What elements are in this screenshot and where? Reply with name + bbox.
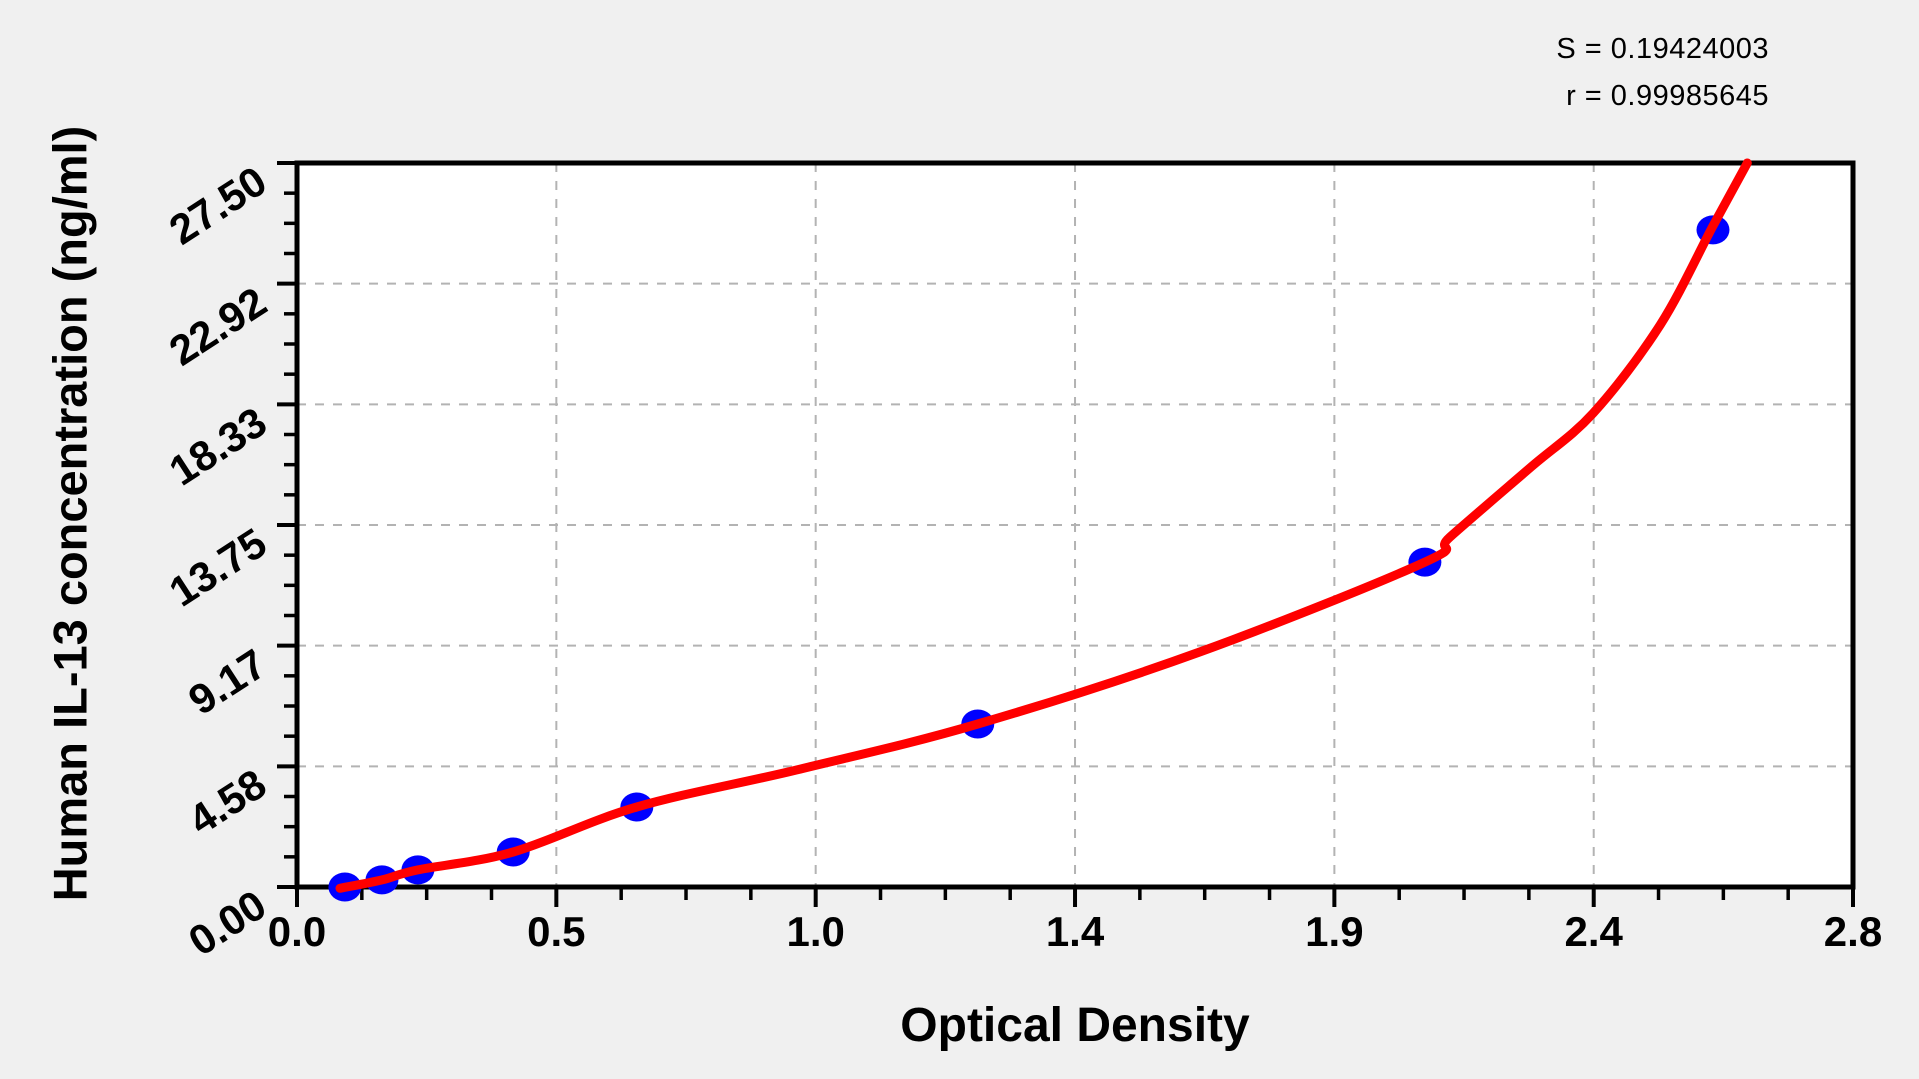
- x-tick-label: 0.0: [267, 908, 327, 955]
- x-tick-label: 1.9: [1305, 908, 1364, 955]
- stat-r: r = 0.99985645: [1566, 80, 1769, 112]
- fit-statistics: S = 0.19424003 r = 0.99985645: [1556, 26, 1769, 120]
- x-tick-label: 2.8: [1823, 908, 1883, 955]
- x-tick-label: 2.4: [1564, 908, 1623, 955]
- x-tick-label: 0.5: [527, 908, 586, 955]
- x-tick-label: 1.4: [1045, 908, 1105, 955]
- x-axis-title: Optical Density: [900, 999, 1250, 1052]
- gridlines: [297, 163, 1853, 887]
- y-axis-title: Human IL-13 concentration (ng/ml): [43, 125, 97, 902]
- stat-s: S = 0.19424003: [1556, 33, 1769, 65]
- fitted-curve-path: [335, 158, 1752, 893]
- fitted-curve: [335, 158, 1752, 893]
- x-tick-label: 1.0: [786, 908, 845, 955]
- axis-ticks: [277, 161, 1855, 907]
